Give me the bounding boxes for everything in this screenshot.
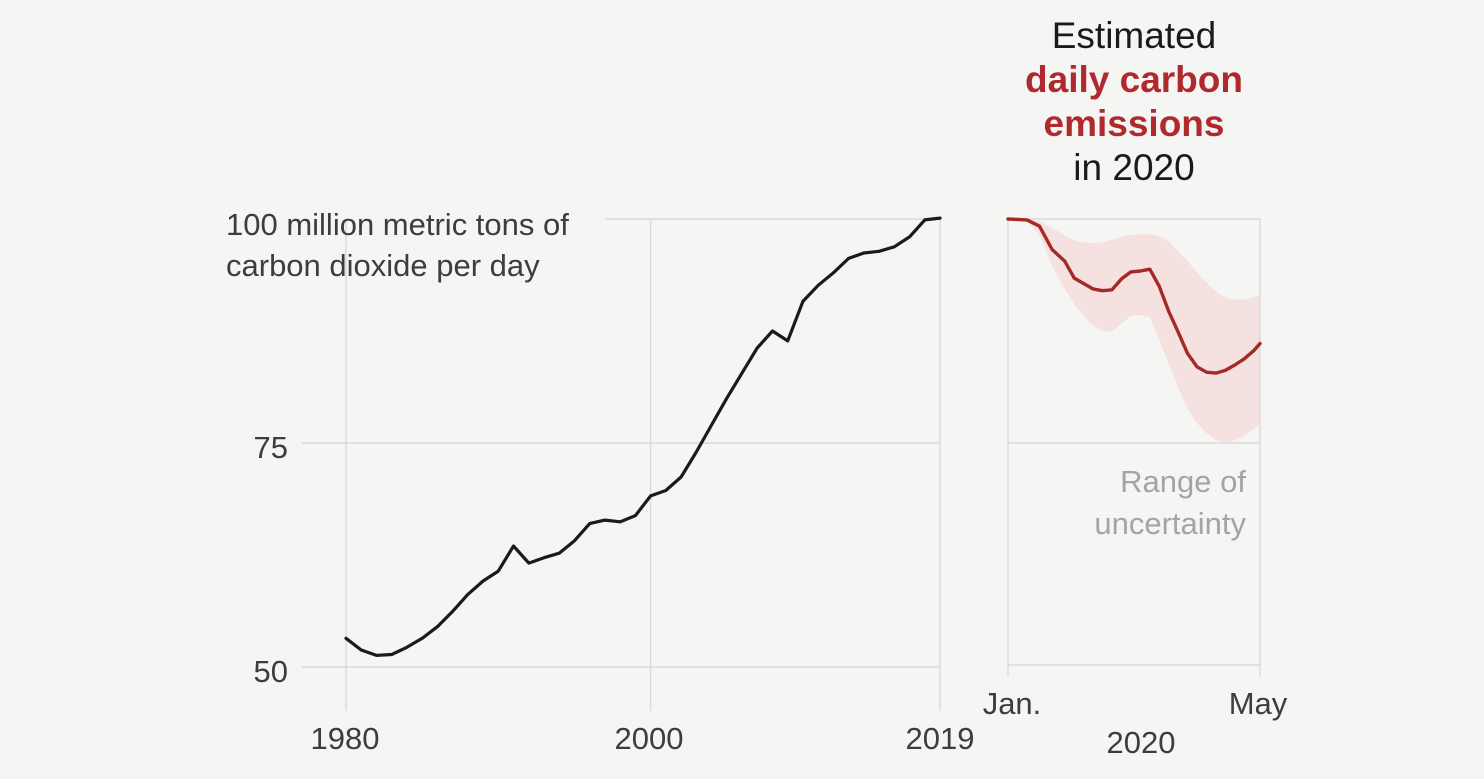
x-tick-2020: 2020 — [1106, 725, 1176, 760]
estimate-line — [1006, 217, 1262, 375]
x-tick-2019: 2019 — [905, 721, 975, 756]
title-line-daily-carbon: daily carbon — [1025, 59, 1243, 100]
right-chart-title: Estimated daily carbon emissions in 2020 — [1004, 14, 1264, 190]
y-tick-50: 50 — [253, 654, 288, 689]
y-tick-75: 75 — [253, 430, 288, 465]
x-tick-1980: 1980 — [310, 721, 380, 756]
annotation-line2: uncertainty — [1094, 506, 1246, 541]
history-line — [344, 216, 942, 657]
range-of-uncertainty-annotation: Range of uncertainty — [996, 461, 1246, 545]
x-tick-2000: 2000 — [614, 721, 684, 756]
y-axis-unit-label: 100 million metric tons of carbon dioxid… — [226, 204, 569, 286]
annotation-line1: Range of — [1120, 464, 1246, 499]
y-axis-unit-line2: carbon dioxide per day — [226, 248, 540, 283]
uncertainty-band — [1008, 219, 1260, 443]
title-line-emissions: emissions — [1043, 103, 1225, 144]
title-line-estimated: Estimated — [1051, 15, 1217, 56]
title-line-in-2020: in 2020 — [1073, 147, 1195, 188]
y-axis-unit-line1: 100 million metric tons of — [226, 207, 569, 242]
x-tick-jan: Jan. — [982, 686, 1042, 721]
x-tick-may: May — [1228, 686, 1288, 721]
